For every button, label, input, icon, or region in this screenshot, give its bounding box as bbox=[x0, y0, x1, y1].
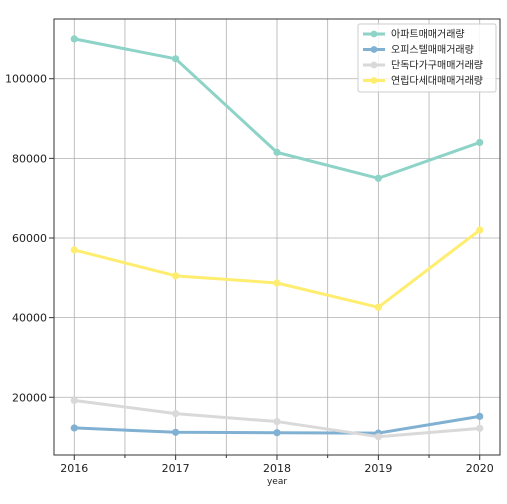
data-point bbox=[172, 272, 180, 280]
legend-item: 오피스텔매매거래량 bbox=[363, 44, 474, 56]
series-4 bbox=[70, 226, 484, 311]
legend-label: 연립다세대매매거래량 bbox=[391, 74, 483, 87]
y-tick-label: 80000 bbox=[12, 152, 47, 165]
data-point bbox=[476, 412, 484, 420]
y-tick-label: 60000 bbox=[12, 232, 47, 245]
legend-item: 단독다가구매매거래량 bbox=[363, 60, 483, 72]
x-tick-label: 2016 bbox=[60, 462, 88, 475]
data-point bbox=[70, 35, 78, 43]
series-1 bbox=[70, 35, 484, 182]
x-tick-label: 2020 bbox=[466, 462, 494, 475]
data-point bbox=[273, 148, 281, 156]
legend-label: 아파트매매거래량 bbox=[391, 29, 465, 41]
data-point bbox=[70, 396, 78, 405]
legend-item: 아파트매매거래량 bbox=[363, 29, 465, 41]
legend-item: 연립다세대매매거래량 bbox=[363, 74, 483, 87]
series-layer bbox=[70, 35, 484, 441]
data-point bbox=[70, 246, 78, 254]
data-point bbox=[172, 428, 180, 436]
data-point bbox=[476, 138, 484, 147]
y-tick-label: 100000 bbox=[5, 73, 47, 86]
data-point bbox=[374, 433, 382, 441]
data-point bbox=[273, 279, 281, 287]
data-point bbox=[476, 226, 484, 234]
data-point bbox=[273, 429, 281, 437]
data-point bbox=[172, 409, 180, 418]
x-tick-label: 2017 bbox=[162, 462, 190, 475]
data-point bbox=[172, 55, 180, 63]
legend-label: 단독다가구매매거래량 bbox=[391, 60, 483, 72]
y-tick-label: 40000 bbox=[12, 312, 47, 325]
data-point bbox=[374, 174, 382, 182]
data-point bbox=[273, 417, 281, 426]
axis-ticks: 2016 2017 2018 2019 2020 20000 40000 60000 80000… bbox=[5, 73, 494, 475]
legend-box bbox=[357, 23, 497, 93]
legend-label: 오피스텔매매거래량 bbox=[391, 44, 474, 56]
series-2 bbox=[70, 412, 484, 437]
data-point bbox=[70, 424, 78, 432]
legend-swatch-marker bbox=[370, 46, 378, 53]
legend-swatch-marker bbox=[370, 77, 378, 84]
x-axis-label: year bbox=[267, 477, 287, 487]
series-3 bbox=[70, 396, 484, 441]
legend-swatch-marker bbox=[370, 30, 378, 38]
data-point bbox=[476, 424, 484, 432]
y-tick-label: 20000 bbox=[12, 391, 47, 404]
legend-swatch-marker bbox=[370, 61, 378, 69]
x-tick-label: 2019 bbox=[364, 462, 392, 475]
x-tick-label: 2018 bbox=[263, 462, 291, 475]
data-point bbox=[374, 303, 382, 311]
